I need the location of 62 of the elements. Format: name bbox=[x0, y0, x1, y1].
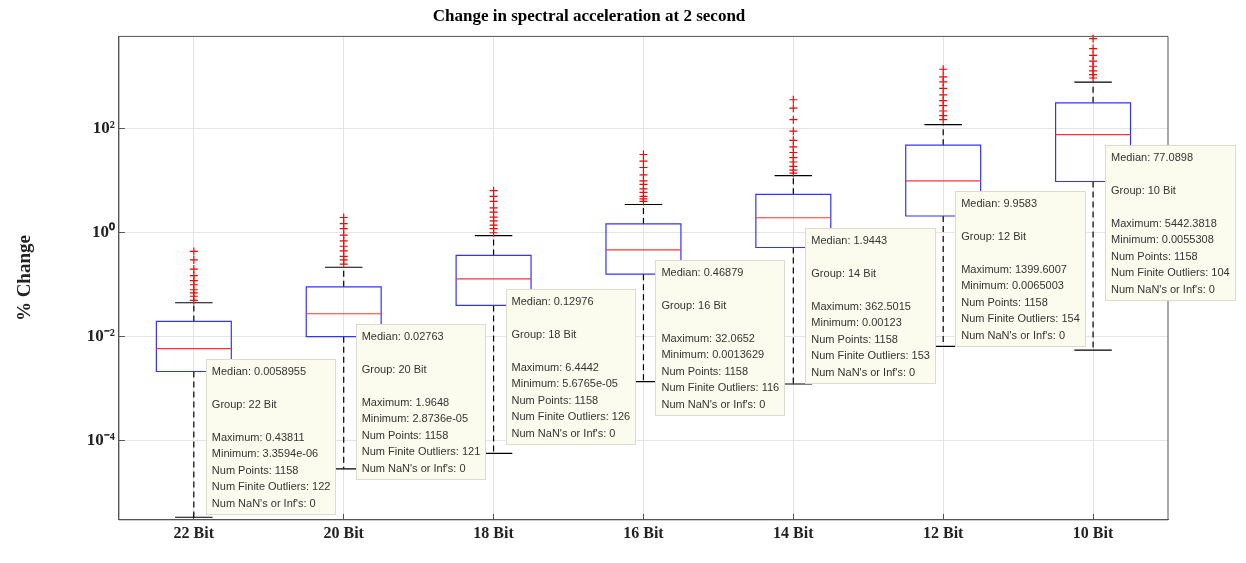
annotation: Num Points: 1158 bbox=[661, 363, 750, 379]
annotation: Num NaN's or Inf's: 0 bbox=[211, 495, 317, 511]
annotation: Median: 1.9443 bbox=[811, 232, 889, 248]
annotation: Minimum: 2.8736e-05 bbox=[361, 411, 470, 427]
annotation: Num NaN's or Inf's: 0 bbox=[961, 327, 1067, 343]
y-tick-label: 10⁰ bbox=[91, 222, 115, 242]
annotation: Num Points: 1158 bbox=[811, 331, 899, 347]
x-tick-label: 16 Bit bbox=[623, 523, 665, 541]
annotation: Num Points: 1158 bbox=[211, 462, 300, 478]
annotation: Group: 18 Bit bbox=[511, 326, 578, 342]
annotation: Group: 14 Bit bbox=[811, 265, 878, 281]
annotation: Num Finite Outliers: 126 bbox=[511, 409, 631, 425]
annotation: Num Finite Outliers: 153 bbox=[811, 348, 930, 364]
x-tick-label: 12 Bit bbox=[922, 523, 965, 541]
x-tick-label: 10 Bit bbox=[1072, 523, 1114, 541]
annotation: Num NaN's or Inf's: 0 bbox=[361, 460, 467, 476]
annotation: Maximum: 362.5015 bbox=[811, 298, 912, 314]
annotation: Maximum: 1.9648 bbox=[361, 394, 451, 410]
x-tick-label: 22 Bit bbox=[173, 523, 215, 541]
annotation: Group: 16 Bit bbox=[661, 297, 728, 313]
chart-title: Change in spectral acceleration at 2 second bbox=[432, 5, 746, 25]
annotation: Group: 20 Bit bbox=[361, 361, 428, 377]
y-axis-title: % Change bbox=[13, 235, 35, 322]
annotation: Num Points: 1158 bbox=[511, 392, 600, 408]
annotation: Maximum: 5442.3818 bbox=[1111, 215, 1218, 231]
annotation: Minimum: 0.0013629 bbox=[661, 347, 766, 363]
annotation: Maximum: 1399.6007 bbox=[961, 261, 1068, 277]
annotation: Minimum: 0.0065003 bbox=[961, 278, 1065, 294]
annotation: Maximum: 0.43811 bbox=[211, 429, 306, 445]
x-tick-label: 18 Bit bbox=[473, 523, 515, 541]
annotation: Num Finite Outliers: 104 bbox=[1111, 265, 1230, 281]
annotation: Num NaN's or Inf's: 0 bbox=[661, 396, 767, 412]
annotation: Num Points: 1158 bbox=[361, 427, 450, 443]
annotation: Minimum: 3.3594e-06 bbox=[211, 446, 320, 462]
x-tick-label: 14 Bit bbox=[773, 523, 815, 541]
annotation: Num Finite Outliers: 116 bbox=[661, 380, 780, 396]
annotation: Median: 0.12976 bbox=[511, 293, 595, 309]
annotation: Median: 0.02763 bbox=[361, 328, 445, 344]
annotation: Group: 22 Bit bbox=[211, 396, 278, 412]
annotation: Num Finite Outliers: 121 bbox=[361, 444, 481, 460]
annotation: Num NaN's or Inf's: 0 bbox=[511, 425, 617, 441]
annotation: Median: 0.46879 bbox=[661, 264, 745, 280]
annotation: Num Finite Outliers: 154 bbox=[961, 311, 1080, 327]
annotation: Num Points: 1158 bbox=[961, 294, 1049, 310]
y-tick-label: 10² bbox=[92, 118, 115, 138]
annotation: Maximum: 32.0652 bbox=[661, 330, 756, 346]
y-tick-label: 10⁻⁴ bbox=[86, 430, 115, 450]
annotation: Num Points: 1158 bbox=[1111, 248, 1199, 264]
annotation: Num NaN's or Inf's: 0 bbox=[1111, 281, 1216, 297]
annotation: Maximum: 6.4442 bbox=[511, 359, 600, 375]
y-tick-label: 10⁻² bbox=[86, 326, 115, 346]
annotation: Median: 9.9583 bbox=[961, 195, 1039, 211]
annotation: Num Finite Outliers: 122 bbox=[211, 479, 331, 495]
annotation: Minimum: 0.00123 bbox=[811, 315, 903, 331]
annotation: Group: 12 Bit bbox=[961, 228, 1027, 244]
annotation: Minimum: 5.6765e-05 bbox=[511, 376, 619, 392]
x-tick-label: 20 Bit bbox=[323, 523, 365, 541]
annotation: Median: 77.0898 bbox=[1111, 149, 1194, 165]
annotation: Num NaN's or Inf's: 0 bbox=[811, 364, 917, 380]
annotation: Minimum: 0.0055308 bbox=[1111, 232, 1215, 248]
annotation: Group: 10 Bit bbox=[1111, 182, 1177, 198]
annotation: Median: 0.0058955 bbox=[211, 363, 307, 379]
